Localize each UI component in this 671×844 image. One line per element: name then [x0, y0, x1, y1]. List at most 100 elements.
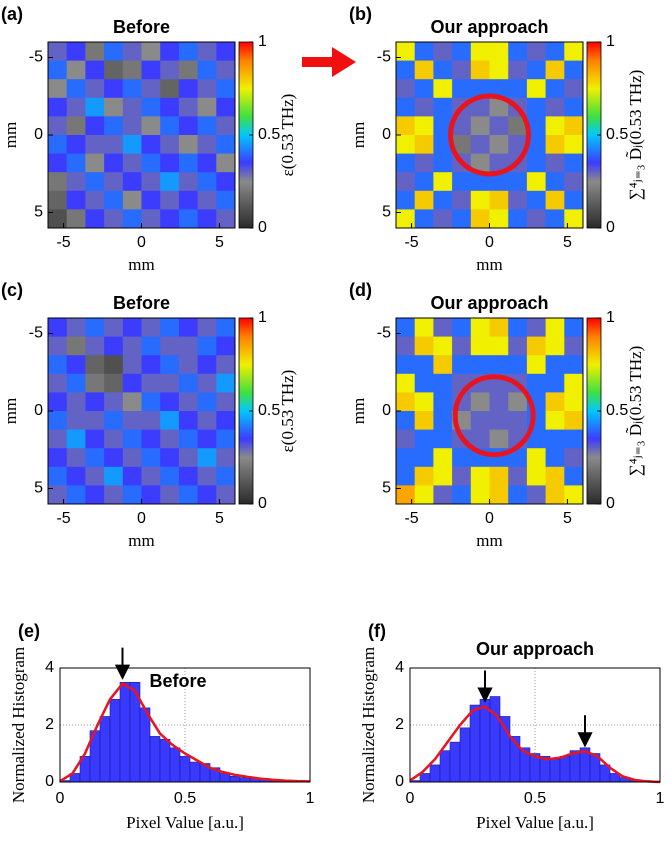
x-axis-label: Pixel Value [a.u.] [126, 813, 244, 832]
heatmap-cell [489, 172, 509, 192]
y-axis-label: mm [349, 398, 368, 424]
chart-title: Our approach [476, 639, 594, 659]
heatmap-cell [545, 135, 565, 154]
heatmap-cell [489, 79, 509, 99]
heatmap-cell [396, 411, 416, 430]
panel-label: (b) [349, 4, 372, 24]
heatmap-cell [452, 60, 472, 80]
heatmap-cell [508, 411, 528, 430]
heatmap-cell [508, 60, 528, 80]
heatmap-cell [104, 392, 124, 412]
bar [219, 773, 231, 783]
heatmap-cell [197, 60, 217, 80]
heatmap-cell [141, 336, 161, 356]
y-tick-label: 4 [45, 659, 54, 676]
heatmap-cell [104, 153, 124, 173]
heatmap-cell [396, 190, 416, 210]
heatmap-cell [489, 42, 509, 61]
heatmap-cell [545, 392, 565, 412]
heatmap-cell [66, 79, 86, 99]
plot-frame [409, 667, 661, 783]
heatmap-cell [414, 355, 434, 375]
heatmap-cell [414, 485, 434, 505]
heatmap-cell [122, 60, 142, 80]
heatmap-cell [545, 79, 565, 99]
colorbar-tick-label: 0.5 [258, 126, 280, 143]
heatmap-cell [66, 392, 86, 412]
y-axis-label: mm [349, 122, 368, 148]
heatmap-cell [48, 135, 68, 154]
heatmap-cell [141, 172, 161, 192]
heatmap-cell [48, 97, 68, 117]
heatmap-cell [526, 172, 546, 192]
heatmap-cell [85, 448, 105, 468]
heatmap-cell [216, 190, 236, 210]
heatmap-cell [452, 79, 472, 99]
heatmap-cell [104, 485, 124, 505]
heatmap-cell [66, 448, 86, 468]
heatmap-cell [489, 97, 509, 117]
x-tick-label: -5 [404, 234, 418, 251]
colorbar-tick-label: 0 [606, 495, 615, 512]
heatmap-cell [414, 336, 434, 356]
colorbar-tick-label: 0.5 [258, 402, 280, 419]
heatmap-cell [122, 373, 142, 393]
bar [489, 696, 501, 783]
heatmap-cell [396, 135, 416, 154]
heatmap-cell [48, 485, 68, 505]
heatmap-cell [216, 466, 236, 486]
heatmap-cell [104, 116, 124, 136]
heatmap-cell [122, 429, 142, 449]
heatmap-cell [414, 172, 434, 192]
heatmap-cell [526, 373, 546, 393]
x-tick-label: 0 [56, 790, 65, 807]
heatmap-cell [216, 392, 236, 412]
heatmap-cell [564, 172, 584, 192]
heatmap-cell [160, 411, 180, 430]
heatmap-cell [526, 42, 546, 61]
heatmap-cell [545, 448, 565, 468]
heatmap-cell [489, 411, 509, 430]
x-tick-label: 0 [137, 234, 146, 251]
chart-title: Our approach [430, 293, 548, 313]
heatmap-cell [526, 429, 546, 449]
heatmap-cell [526, 485, 546, 505]
heatmap-cell [564, 153, 584, 173]
heatmap-cell [545, 153, 565, 173]
heatmap-cell [526, 135, 546, 154]
heatmap-cell [489, 392, 509, 412]
heatmap-cell [452, 318, 472, 337]
bar [559, 756, 571, 783]
heatmap-cell [508, 466, 528, 486]
bar [429, 764, 441, 783]
heatmap-cell [66, 485, 86, 505]
heatmap-cell [433, 485, 453, 505]
heatmap-cell [197, 172, 217, 192]
heatmap-cell [545, 485, 565, 505]
heatmap-cell [85, 79, 105, 99]
heatmap-cell [433, 448, 453, 468]
heatmap-cell [508, 135, 528, 154]
heatmap-cell [141, 318, 161, 337]
heatmap-cell [396, 448, 416, 468]
heatmap-cell [526, 448, 546, 468]
heatmap-cell [122, 42, 142, 61]
x-tick-label: 5 [563, 510, 572, 527]
heatmap-cell [160, 153, 180, 173]
heatmap-cell [470, 116, 490, 136]
heatmap-cell [564, 466, 584, 486]
heatmap-cell [160, 336, 180, 356]
heatmap-cell [470, 336, 490, 356]
colorbar-tick-label: 1 [606, 33, 615, 50]
bar [119, 681, 131, 783]
heatmap-cell [48, 209, 68, 229]
heatmap-cell [48, 336, 68, 356]
heatmap-cell [122, 411, 142, 430]
heatmap-cell [433, 60, 453, 80]
heatmap-cell [104, 135, 124, 154]
heatmap-cell [104, 411, 124, 430]
y-tick-label: 4 [395, 659, 404, 676]
heatmap-cell [564, 209, 584, 229]
heatmap-cell [489, 336, 509, 356]
heatmap-cell [433, 190, 453, 210]
